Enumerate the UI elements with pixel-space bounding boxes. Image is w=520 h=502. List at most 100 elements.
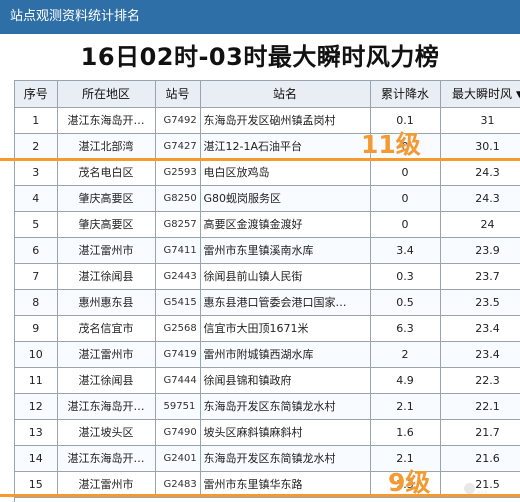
row-station-name: 雷州市东里镇华东路 (200, 471, 371, 498)
row-index: 8 (15, 289, 58, 316)
row-max-wind: 21.6 (440, 445, 520, 472)
table-header-row: 序号 所在地区 站号 站名 累计降水 最大瞬时风▼ (15, 81, 520, 108)
row-max-wind: 24.3 (440, 159, 520, 186)
row-station-id: G7444 (155, 367, 201, 394)
row-index: 6 (15, 237, 58, 264)
row-area: 湛江雷州市 (57, 471, 156, 498)
row-max-wind: 23.5 (440, 289, 520, 316)
row-station-name: 坡头区麻斜镇麻斜村 (200, 419, 371, 446)
watermark-logo-icon (464, 483, 475, 494)
row-station-name: 雷州市东里镇溪南水库 (200, 237, 371, 264)
ranking-table: 序号 所在地区 站号 站名 累计降水 最大瞬时风▼ 1 湛江东海岛开… G749… (15, 81, 520, 498)
row-rainfall: 2.3 (370, 471, 441, 498)
row-area: 湛江东海岛开… (57, 393, 156, 420)
row-max-wind: 21.7 (440, 419, 520, 446)
level-11-divider-line (0, 158, 520, 161)
row-area: 湛江东海岛开… (57, 445, 156, 472)
row-station-id: G7427 (155, 133, 201, 160)
table-row[interactable]: 8 惠州惠东县 G5415 惠东县港口管委会港口国家… 0.5 23.5 (15, 289, 520, 316)
table-row[interactable]: 7 湛江徐闻县 G2443 徐闻县前山镇人民街 0.3 23.7 (15, 263, 520, 290)
row-station-name: 东海岛开发区东简镇龙水村 (200, 445, 371, 472)
level-9-annotation: 9级 (388, 468, 431, 497)
row-max-wind: 31 (440, 107, 520, 134)
row-area: 肇庆高要区 (57, 185, 156, 212)
row-station-name: 湛江12-1A石油平台 (200, 133, 371, 160)
row-index: 13 (15, 419, 58, 446)
area-column-header[interactable]: 所在地区 (57, 81, 156, 108)
row-station-name: G80蚬岗服务区 (200, 185, 371, 212)
row-max-wind: 23.7 (440, 263, 520, 290)
page-headline: 16日02时-03时最大瞬时风力榜 (0, 34, 520, 80)
level-9-divider-line (0, 494, 520, 497)
row-rainfall: 1.6 (370, 419, 441, 446)
row-index: 4 (15, 185, 58, 212)
table-row[interactable]: 3 茂名电白区 G2593 电白区放鸡岛 0 24.3 (15, 159, 520, 186)
row-rainfall: 0 (370, 159, 441, 186)
row-station-name: 惠东县港口管委会港口国家… (200, 289, 371, 316)
row-rainfall: 0 (370, 211, 441, 238)
row-index: 12 (15, 393, 58, 420)
row-station-id: G2443 (155, 263, 201, 290)
row-station-id: G2401 (155, 445, 201, 472)
station-column-header[interactable]: 站号 (155, 81, 201, 108)
row-station-name: 信宜市大田顶1671米 (200, 315, 371, 342)
row-index: 11 (15, 367, 58, 394)
row-max-wind: 21.5 (440, 471, 520, 498)
index-column-header[interactable]: 序号 (15, 81, 58, 108)
row-area: 湛江徐闻县 (57, 263, 156, 290)
rain-column-header[interactable]: 累计降水 (370, 81, 441, 108)
row-station-name: 东海岛开发区硇州镇孟岗村 (200, 107, 371, 134)
sort-descending-icon[interactable]: ▼ (516, 90, 520, 100)
row-station-name: 徐闻县前山镇人民街 (200, 263, 371, 290)
table-row[interactable]: 2 湛江北部湾 G7427 湛江12-1A石油平台 0 30.1 (15, 133, 520, 160)
table-row[interactable]: 4 肇庆高要区 G8250 G80蚬岗服务区 0 24.3 (15, 185, 520, 212)
row-area: 惠州惠东县 (57, 289, 156, 316)
row-rainfall: 6.3 (370, 315, 441, 342)
row-rainfall: 0.1 (370, 107, 441, 134)
row-rainfall: 3.4 (370, 237, 441, 264)
name-column-header[interactable]: 站名 (200, 81, 371, 108)
row-rainfall: 0.3 (370, 263, 441, 290)
row-index: 5 (15, 211, 58, 238)
table-row[interactable]: 15 湛江雷州市 G2483 雷州市东里镇华东路 2.3 21.5 (15, 471, 520, 498)
row-index: 10 (15, 341, 58, 368)
row-station-name: 高要区金渡镇金渡好 (200, 211, 371, 238)
row-station-id: G7411 (155, 237, 201, 264)
row-max-wind: 24.3 (440, 185, 520, 212)
table-row[interactable]: 9 茂名信宜市 G2568 信宜市大田顶1671米 6.3 23.4 (15, 315, 520, 342)
row-rainfall: 0 (370, 133, 441, 160)
row-index: 15 (15, 471, 58, 498)
row-max-wind: 24 (440, 211, 520, 238)
row-max-wind: 22.1 (440, 393, 520, 420)
row-rainfall: 2 (370, 341, 441, 368)
table-row[interactable]: 11 湛江徐闻县 G7444 徐闻县锦和镇政府 4.9 22.3 (15, 367, 520, 394)
row-station-id: G8250 (155, 185, 201, 212)
row-index: 1 (15, 107, 58, 134)
row-station-id: G2593 (155, 159, 201, 186)
top-status-bar: 站点观测资料统计排名 (0, 0, 520, 34)
watermark-text: … (477, 485, 487, 496)
row-station-id: G2483 (155, 471, 201, 498)
row-area: 茂名信宜市 (57, 315, 156, 342)
row-area: 湛江北部湾 (57, 133, 156, 160)
table-row[interactable]: 1 湛江东海岛开… G7492 东海岛开发区硇州镇孟岗村 0.1 31 (15, 107, 520, 134)
row-rainfall: 2.1 (370, 445, 441, 472)
row-area: 湛江徐闻县 (57, 367, 156, 394)
table-row[interactable]: 10 湛江雷州市 G7419 雷州市附城镇西湖水库 2 23.4 (15, 341, 520, 368)
table-row[interactable]: 14 湛江东海岛开… G2401 东海岛开发区东简镇龙水村 2.1 21.6 (15, 445, 520, 472)
row-area: 湛江东海岛开… (57, 107, 156, 134)
wind-column-header[interactable]: 最大瞬时风▼ (440, 81, 520, 108)
row-rainfall: 0 (370, 185, 441, 212)
row-rainfall: 2.1 (370, 393, 441, 420)
row-max-wind: 30.1 (440, 133, 520, 160)
row-station-name: 徐闻县锦和镇政府 (200, 367, 371, 394)
table-row[interactable]: 5 肇庆高要区 G8257 高要区金渡镇金渡好 0 24 (15, 211, 520, 238)
row-area: 茂名电白区 (57, 159, 156, 186)
wind-column-label: 最大瞬时风 (452, 87, 513, 102)
table-row[interactable]: 12 湛江东海岛开… 59751 东海岛开发区东简镇龙水村 2.1 22.1 (15, 393, 520, 420)
table-row[interactable]: 6 湛江雷州市 G7411 雷州市东里镇溪南水库 3.4 23.9 (15, 237, 520, 264)
row-rainfall: 0.5 (370, 289, 441, 316)
table-row[interactable]: 13 湛江坡头区 G7490 坡头区麻斜镇麻斜村 1.6 21.7 (15, 419, 520, 446)
watermark: … (464, 481, 518, 500)
